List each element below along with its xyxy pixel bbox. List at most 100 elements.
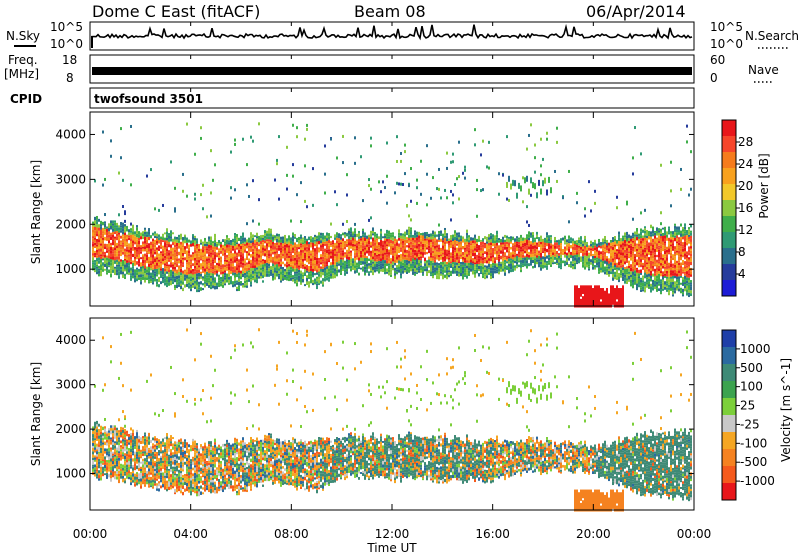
power-cell (562, 252, 564, 255)
power-cell (612, 271, 614, 275)
power-cell (326, 235, 328, 239)
power-cell (154, 273, 156, 276)
power-cell (492, 257, 494, 260)
power-cell (460, 244, 462, 248)
power-cell (638, 252, 640, 255)
power-cell (120, 156, 122, 160)
power-cell (332, 267, 334, 271)
power-cell (608, 263, 610, 267)
power-cell (542, 265, 544, 269)
power-cell (220, 247, 222, 251)
power-cell (194, 260, 196, 264)
power-cell (188, 282, 190, 286)
power-cell (324, 270, 326, 274)
power-cell (478, 239, 480, 242)
power-cell (412, 234, 414, 238)
power-cell (414, 273, 416, 276)
power-cell (536, 261, 538, 265)
power-cell (352, 233, 354, 236)
power-cell (618, 234, 620, 238)
power-cell (594, 245, 596, 248)
power-cell (256, 247, 258, 251)
power-cell (428, 248, 430, 251)
power-cell (210, 284, 212, 287)
power-cell (682, 248, 684, 252)
power-cell (582, 256, 584, 259)
power-cell (312, 237, 314, 240)
power-cell (210, 254, 212, 258)
power-cell (526, 234, 528, 237)
power-cell (668, 228, 670, 233)
power-cell (444, 255, 446, 259)
freq-unit: [MHz] (4, 67, 39, 81)
power-cell (220, 281, 222, 284)
power-cell (318, 265, 320, 269)
power-cell (470, 264, 472, 269)
power-cell (206, 282, 208, 286)
power-cell (256, 255, 258, 259)
power-cell (92, 232, 94, 237)
power-cell (266, 257, 268, 261)
power-cell (416, 270, 418, 273)
power-cell (208, 251, 210, 255)
power-cell (270, 230, 272, 234)
power-cell (656, 262, 658, 265)
power-cell (676, 276, 678, 280)
power-cell (296, 244, 298, 248)
power-cell (302, 264, 304, 267)
power-cell (490, 253, 492, 256)
power-cell (162, 203, 164, 207)
power-cell (568, 249, 570, 253)
power-cell (526, 147, 528, 151)
power-cell (152, 269, 154, 273)
power-cell (242, 235, 244, 238)
power-cell (620, 249, 622, 253)
power-cell (678, 276, 680, 279)
power-cell (286, 278, 288, 281)
power-cell (664, 275, 666, 278)
power-cell (214, 279, 216, 283)
power-cell (514, 249, 516, 253)
power-cell (510, 238, 512, 242)
power-cell (224, 270, 226, 273)
power-cell (176, 269, 178, 272)
power-cell (328, 254, 330, 258)
power-cell (468, 250, 470, 253)
frequency-trace (92, 67, 692, 75)
power-cell (146, 242, 148, 245)
power-cell (616, 262, 618, 266)
power-cell (172, 256, 174, 261)
power-cell (244, 270, 246, 273)
power-cell (278, 197, 280, 201)
power-cell (402, 240, 404, 244)
power-cell (104, 254, 106, 258)
power-cell (258, 269, 260, 272)
power-cell (400, 264, 402, 267)
power-cell (182, 262, 184, 265)
freq-label: Freq. (8, 53, 38, 67)
power-cell (238, 259, 240, 263)
power-cell (326, 247, 328, 250)
power-cell (144, 227, 146, 230)
power-cell (310, 273, 312, 277)
power-cell (296, 193, 298, 197)
power-cell (166, 243, 168, 246)
power-cell (120, 249, 122, 253)
power-cell (420, 233, 422, 236)
power-cell (332, 240, 334, 243)
power-cell (304, 240, 306, 244)
power-cell (212, 282, 214, 286)
power-cell (186, 281, 188, 284)
power-cell (256, 279, 258, 284)
power-cell (174, 249, 176, 253)
power-cell (462, 264, 464, 267)
power-cell (400, 254, 402, 256)
power-cell (254, 257, 256, 260)
power-cell (296, 271, 298, 274)
power-cell (262, 271, 264, 276)
power-cell (112, 225, 114, 229)
power-cell (152, 267, 154, 270)
power-cell (352, 258, 354, 262)
power-cell (228, 274, 230, 277)
power-cell (264, 248, 266, 251)
